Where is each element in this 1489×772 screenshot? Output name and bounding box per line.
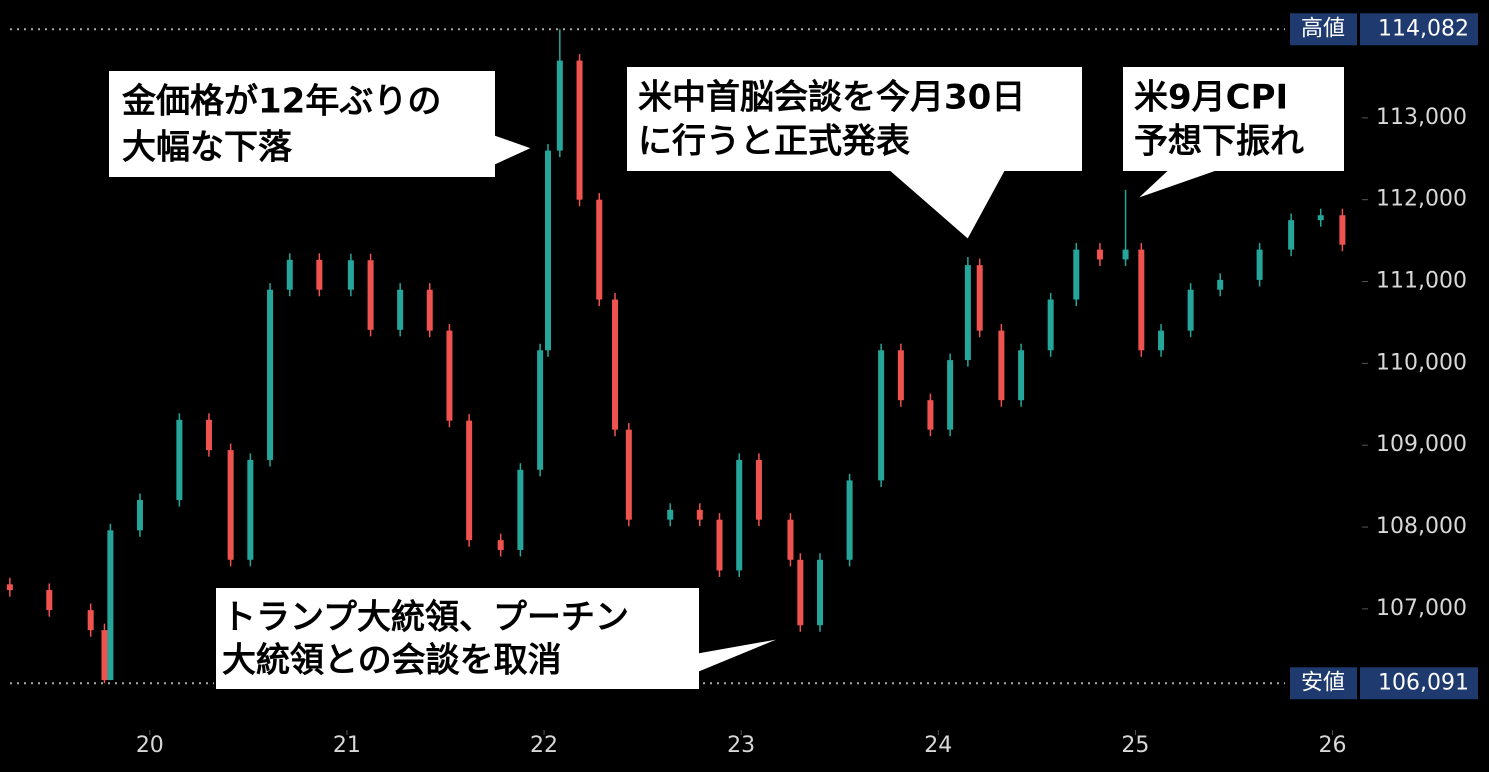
callout-text: 金価格が12年ぶりの bbox=[121, 82, 441, 122]
x-tick-label: 23 bbox=[727, 733, 755, 758]
candle-body bbox=[205, 419, 212, 451]
candle-body bbox=[446, 330, 453, 421]
candle-body bbox=[6, 584, 13, 591]
y-tick-label: 110,000 bbox=[1376, 350, 1467, 375]
marker-label: 高値 bbox=[1301, 16, 1345, 41]
candle-body bbox=[1339, 215, 1346, 245]
callout: トランプ大統領、プーチン 大統領との会談を取消 bbox=[214, 586, 786, 691]
y-tick-label: 111,000 bbox=[1376, 269, 1467, 294]
candle-body bbox=[696, 509, 703, 520]
candle-body bbox=[136, 500, 143, 531]
candle-body bbox=[625, 429, 632, 520]
callout: 金価格が12年ぶりの 大幅な下落 bbox=[107, 69, 536, 179]
candle-body bbox=[101, 630, 108, 681]
candle-body bbox=[426, 289, 433, 331]
callout-text: トランプ大統領、プーチン bbox=[222, 598, 629, 638]
candle-body bbox=[46, 590, 53, 611]
marker-value-box bbox=[1360, 667, 1478, 700]
candle-body bbox=[817, 559, 824, 626]
callout-box bbox=[1121, 65, 1346, 201]
y-tick-label: 109,000 bbox=[1376, 432, 1467, 457]
candle-body bbox=[1317, 215, 1324, 221]
candle-body bbox=[716, 519, 723, 571]
x-tick-label: 22 bbox=[530, 733, 558, 758]
callout: 米9月CPI 予想下振れ bbox=[1121, 65, 1346, 201]
candle-body bbox=[667, 509, 674, 520]
callout-text: 大統領との会談を取消 bbox=[222, 641, 562, 681]
candle-body bbox=[1217, 279, 1224, 290]
callout: 米中首脳会談を今月30日 に行うと正式発表 bbox=[625, 65, 1084, 242]
candle-body bbox=[247, 459, 254, 560]
x-tick-label: 21 bbox=[333, 733, 361, 758]
candle-body bbox=[227, 450, 234, 560]
candle-body bbox=[537, 350, 544, 470]
candle-body bbox=[878, 350, 885, 481]
candle-body bbox=[736, 459, 743, 571]
candle-body bbox=[107, 530, 114, 681]
x-tick-label: 24 bbox=[924, 733, 952, 758]
candle-body bbox=[1288, 220, 1295, 250]
marker-label-box bbox=[1290, 667, 1357, 700]
y-tick-label: 107,000 bbox=[1376, 596, 1467, 621]
marker-value-box bbox=[1360, 13, 1478, 46]
candle-body bbox=[517, 469, 524, 550]
candle-body bbox=[846, 480, 853, 560]
y-tick-label: 108,000 bbox=[1376, 514, 1467, 539]
candle-body bbox=[176, 419, 183, 501]
candle-body bbox=[466, 420, 473, 541]
callout-text: 米中首脳会談を今月30日 bbox=[638, 78, 1025, 118]
x-tick-label: 26 bbox=[1319, 733, 1347, 758]
y-tick-label: 112,000 bbox=[1376, 187, 1467, 212]
y-tick-label: 113,000 bbox=[1376, 105, 1467, 130]
candle-body bbox=[964, 265, 971, 361]
candle-body bbox=[1138, 249, 1145, 351]
candle-body bbox=[556, 60, 563, 151]
callout-box bbox=[107, 69, 536, 179]
candle-body bbox=[976, 265, 983, 331]
candle-body bbox=[612, 299, 619, 430]
candle-body bbox=[286, 259, 293, 290]
candle-body bbox=[927, 400, 934, 430]
candle-body bbox=[367, 260, 374, 330]
candle-body bbox=[755, 459, 762, 520]
candle-body bbox=[1187, 289, 1194, 331]
callout-text: 米9月CPI bbox=[1134, 78, 1288, 118]
candle-body bbox=[576, 60, 583, 200]
marker-value: 106,091 bbox=[1378, 670, 1469, 695]
candle-body bbox=[596, 199, 603, 300]
candle-body bbox=[1158, 330, 1165, 351]
marker-label: 安値 bbox=[1301, 670, 1345, 695]
callout-box bbox=[214, 586, 786, 691]
x-tick-label: 25 bbox=[1121, 733, 1149, 758]
marker-value: 114,082 bbox=[1378, 16, 1469, 41]
candle-body bbox=[797, 559, 804, 626]
candle-body bbox=[787, 519, 794, 560]
candle-body bbox=[347, 260, 354, 290]
callout-text: 予想下振れ bbox=[1134, 122, 1304, 162]
candle-body bbox=[998, 330, 1005, 401]
callout-text: に行うと正式発表 bbox=[638, 122, 910, 162]
callout-text: 大幅な下落 bbox=[122, 128, 293, 168]
candle-body bbox=[1018, 350, 1025, 401]
candle-body bbox=[1073, 249, 1080, 300]
candle-body bbox=[897, 350, 904, 401]
candle-body bbox=[497, 540, 504, 550]
plot-area: 107,000 108,000 109,000 110,000 111,000 112,0… bbox=[6, 13, 1478, 758]
candle-body bbox=[87, 610, 94, 631]
candle-body bbox=[267, 289, 274, 460]
x-tick-label: 20 bbox=[136, 733, 164, 758]
callout-box bbox=[625, 65, 1084, 242]
marker-label-box bbox=[1290, 13, 1357, 46]
candle-body bbox=[947, 360, 954, 430]
candle-body bbox=[1256, 249, 1263, 280]
candle-body bbox=[397, 289, 404, 330]
candle-body bbox=[1047, 299, 1054, 351]
candle-body bbox=[1122, 249, 1129, 260]
candle-body bbox=[545, 150, 551, 351]
candle-body bbox=[1096, 249, 1103, 260]
candle-body bbox=[316, 259, 323, 290]
